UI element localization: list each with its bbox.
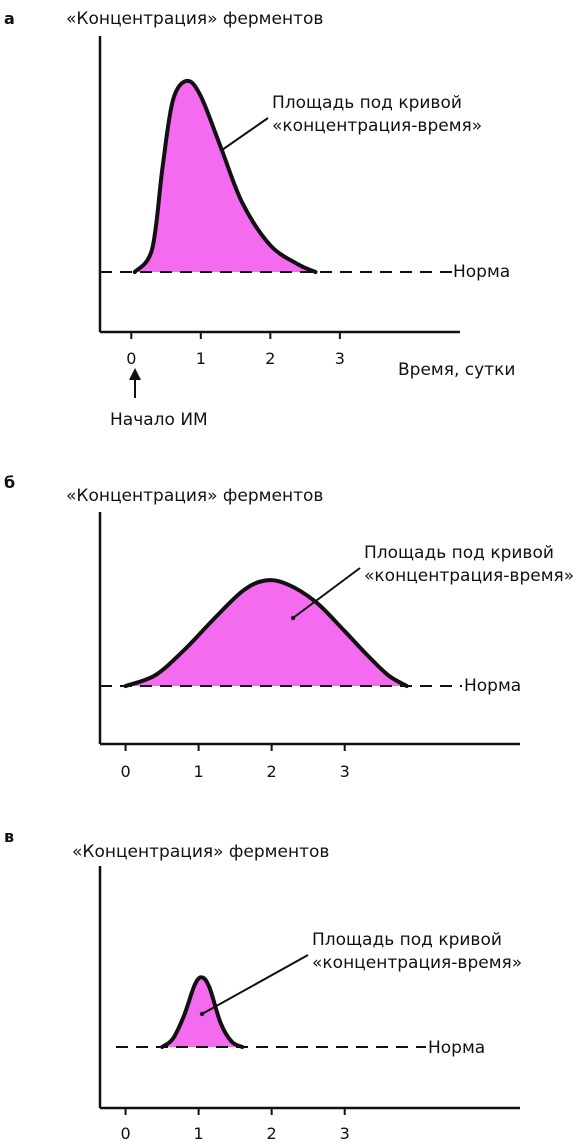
annotation-pointer [221, 117, 269, 151]
annotation-line-1: Площадь под кривой [312, 930, 502, 950]
concentration-curve [123, 578, 409, 688]
panel-letter: б [4, 473, 15, 492]
x-tick-label: 1 [194, 762, 204, 781]
annotation-pointer-dot [290, 615, 296, 621]
annotation-pointer-dot [219, 147, 225, 153]
panel-b: б «Концентрация» ферментов Норма 0 1 2 3 Пл… [4, 473, 574, 781]
concentration-curve [160, 975, 245, 1049]
x-tick-label: 0 [126, 349, 136, 368]
norm-label: Норма [428, 1038, 485, 1058]
y-axis-label: «Концентрация» ферментов [72, 842, 329, 862]
area-under-curve [125, 580, 407, 686]
x-axis-label: Время, сутки [398, 360, 515, 380]
x-ticks: 0 1 2 3 [126, 332, 345, 368]
panel-letter: а [4, 9, 15, 28]
x-tick-label: 2 [265, 349, 275, 368]
x-tick-label: 3 [340, 1124, 350, 1143]
annotation-line-2: «концентрация-время» [312, 953, 522, 973]
annotation-line-2: «концентрация-время» [272, 116, 482, 136]
x-tick-label: 0 [120, 762, 130, 781]
onset-arrowhead [129, 368, 141, 380]
x-tick-label: 1 [194, 1124, 204, 1143]
panel-letter: в [4, 827, 14, 846]
annotation-pointer [292, 567, 361, 619]
panel-c: в «Концентрация» ферментов Норма 0 1 2 3 Пл… [4, 827, 522, 1143]
x-ticks: 0 1 2 3 [120, 1108, 350, 1143]
onset-label: Начало ИМ [110, 410, 208, 430]
x-tick-label: 0 [120, 1124, 130, 1143]
annotation-pointer [201, 954, 309, 1015]
y-axis-label: «Концентрация» ферментов [66, 486, 323, 506]
annotation-line-2: «концентрация-время» [364, 566, 574, 586]
norm-label: Норма [464, 676, 521, 696]
x-tick-label: 2 [267, 762, 277, 781]
annotation-line-1: Площадь под кривой [364, 543, 554, 563]
x-tick-label: 1 [196, 349, 206, 368]
panel-a: а «Концентрация» ферментов Норма 0 1 2 3 Вр… [4, 9, 515, 430]
y-axis-label: «Концентрация» ферментов [66, 9, 323, 29]
annotation-pointer-dot [199, 1011, 205, 1017]
x-tick-label: 2 [267, 1124, 277, 1143]
norm-label: Норма [453, 262, 510, 282]
annotation-line-1: Площадь под кривой [272, 93, 462, 113]
area-under-curve [134, 80, 316, 273]
x-tick-label: 3 [335, 349, 345, 368]
x-tick-label: 3 [340, 762, 350, 781]
concentration-curve [132, 78, 318, 274]
x-ticks: 0 1 2 3 [120, 744, 350, 781]
